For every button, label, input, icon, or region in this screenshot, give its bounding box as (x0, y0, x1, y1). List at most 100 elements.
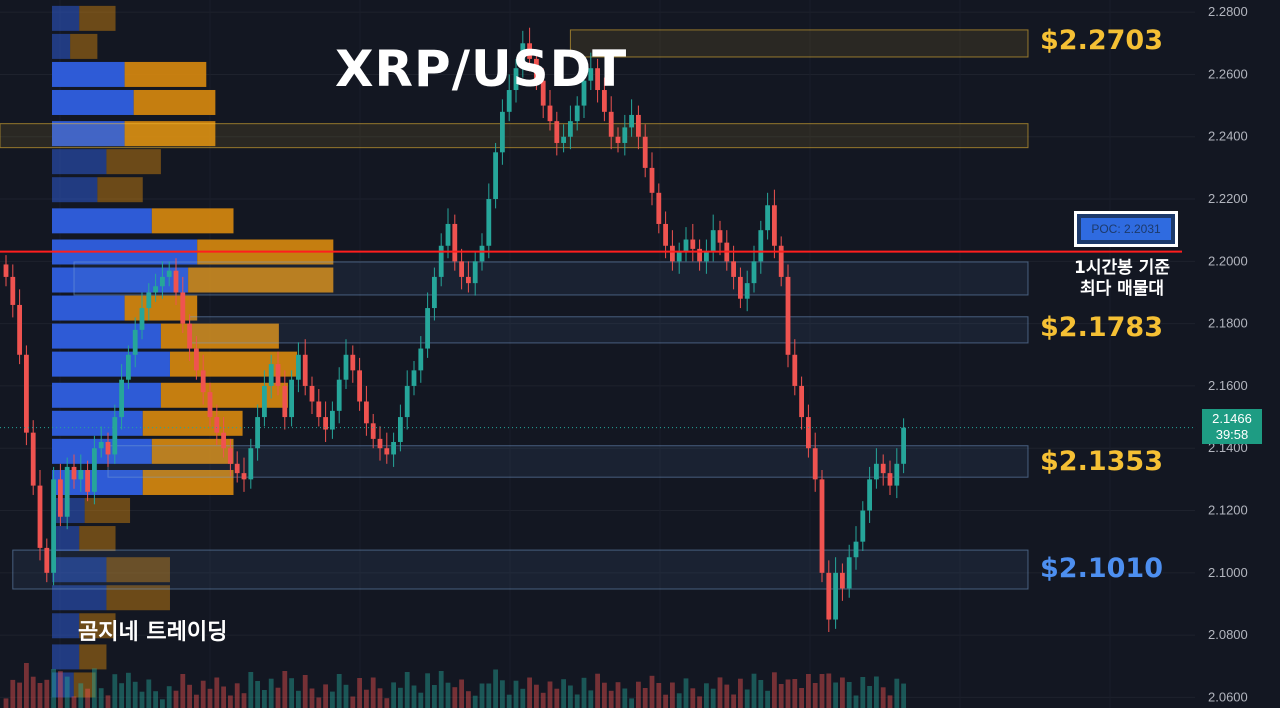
poc-annotation: 1시간봉 기준 최다 매물대 (1052, 258, 1192, 300)
volume-bar (425, 673, 430, 708)
profile-sell-bar (188, 267, 334, 293)
candle-body (561, 136, 566, 143)
profile-sell-bar (79, 5, 116, 31)
volume-bar (853, 695, 859, 708)
profile-sell-bar (124, 61, 207, 87)
profile-sell-bar (79, 526, 116, 552)
volume-bar (493, 669, 498, 708)
volume-bar (262, 690, 267, 708)
candle-body (826, 572, 832, 620)
volume-bar (24, 663, 29, 708)
profile-buy-bar (52, 557, 107, 583)
candle-body (765, 205, 770, 231)
candle-body (608, 111, 614, 137)
volume-bar (772, 672, 777, 708)
volume-bar (316, 697, 322, 708)
candle-body (377, 438, 383, 449)
volume-bar (309, 688, 315, 708)
candle-body (568, 121, 573, 137)
volume-bar (506, 694, 512, 708)
profile-sell-bar (151, 438, 234, 464)
volume-bar (418, 692, 424, 708)
profile-buy-bar (52, 5, 80, 31)
y-tick-label: 2.1600 (1208, 378, 1248, 393)
candle-body (595, 68, 600, 91)
candle-body (867, 479, 872, 511)
candle-body (588, 68, 594, 81)
candle-body (126, 354, 131, 380)
profile-buy-bar (52, 61, 125, 87)
profile-buy-bar (52, 149, 107, 175)
candle-body (146, 292, 152, 309)
volume-bar (85, 688, 90, 708)
candle-body (758, 230, 764, 262)
candle-body (302, 354, 308, 386)
y-tick-label: 2.2000 (1208, 253, 1248, 268)
profile-sell-bar (106, 149, 161, 175)
candle-body (520, 43, 526, 69)
profile-buy-bar (52, 177, 98, 203)
candle-body (622, 127, 628, 143)
volume-bar (255, 681, 260, 708)
volume-bar (268, 678, 274, 708)
candle-body (615, 136, 621, 143)
volume-bar (860, 677, 866, 708)
candle-body (846, 557, 852, 589)
volume-bar (472, 695, 478, 708)
candle-body (486, 199, 492, 246)
candle-body (330, 410, 335, 430)
candle-body (459, 261, 464, 277)
level-zone (73, 261, 1029, 296)
candle-body (323, 417, 328, 430)
candle-body (132, 329, 138, 355)
y-tick-label: 2.2600 (1208, 66, 1248, 81)
candle-body (370, 423, 376, 439)
candle-body (574, 105, 580, 122)
candle-body (255, 417, 260, 449)
volume-bar (445, 682, 451, 708)
candle-body (228, 448, 233, 464)
profile-buy-bar (52, 613, 80, 639)
volume-bar (10, 679, 16, 708)
volume-bar (826, 673, 832, 708)
volume-bar (901, 683, 906, 708)
level-label-2.1010: $2.1010 (1040, 552, 1163, 584)
candle-body (221, 432, 226, 449)
volume-bar (520, 688, 526, 708)
volume-bar (561, 679, 566, 708)
volume-bar (214, 677, 220, 708)
candle-body (778, 245, 784, 277)
candle-body (744, 283, 750, 299)
candle-body (887, 473, 893, 486)
candle-body (880, 463, 886, 474)
profile-sell-bar (84, 498, 131, 524)
volume-bar (846, 682, 852, 708)
candle-body (282, 385, 288, 418)
candle-body (180, 292, 186, 324)
volume-bar (751, 673, 757, 708)
candle-body (656, 192, 662, 224)
volume-bar (812, 683, 818, 708)
profile-sell-bar (142, 410, 243, 436)
volume-bar (194, 694, 199, 708)
volume-bar (452, 687, 458, 708)
volume-bar (357, 678, 362, 708)
candle-body (316, 401, 322, 418)
candle-body (840, 572, 845, 589)
candle-body (275, 364, 281, 386)
level-label-2.1353: $2.1353 (1040, 445, 1163, 477)
volume-bar (384, 698, 390, 708)
candle-body (10, 276, 16, 305)
profile-sell-bar (142, 469, 234, 495)
profile-sell-bar (73, 672, 96, 698)
volume-bar (58, 671, 63, 708)
volume-bar (833, 682, 838, 708)
volume-bar (670, 682, 675, 708)
volume-bar (432, 685, 437, 708)
profile-buy-bar (52, 382, 161, 408)
volume-bar (581, 677, 587, 708)
candle-body (731, 261, 736, 277)
candle-body (37, 485, 43, 548)
profile-sell-bar (151, 208, 234, 234)
